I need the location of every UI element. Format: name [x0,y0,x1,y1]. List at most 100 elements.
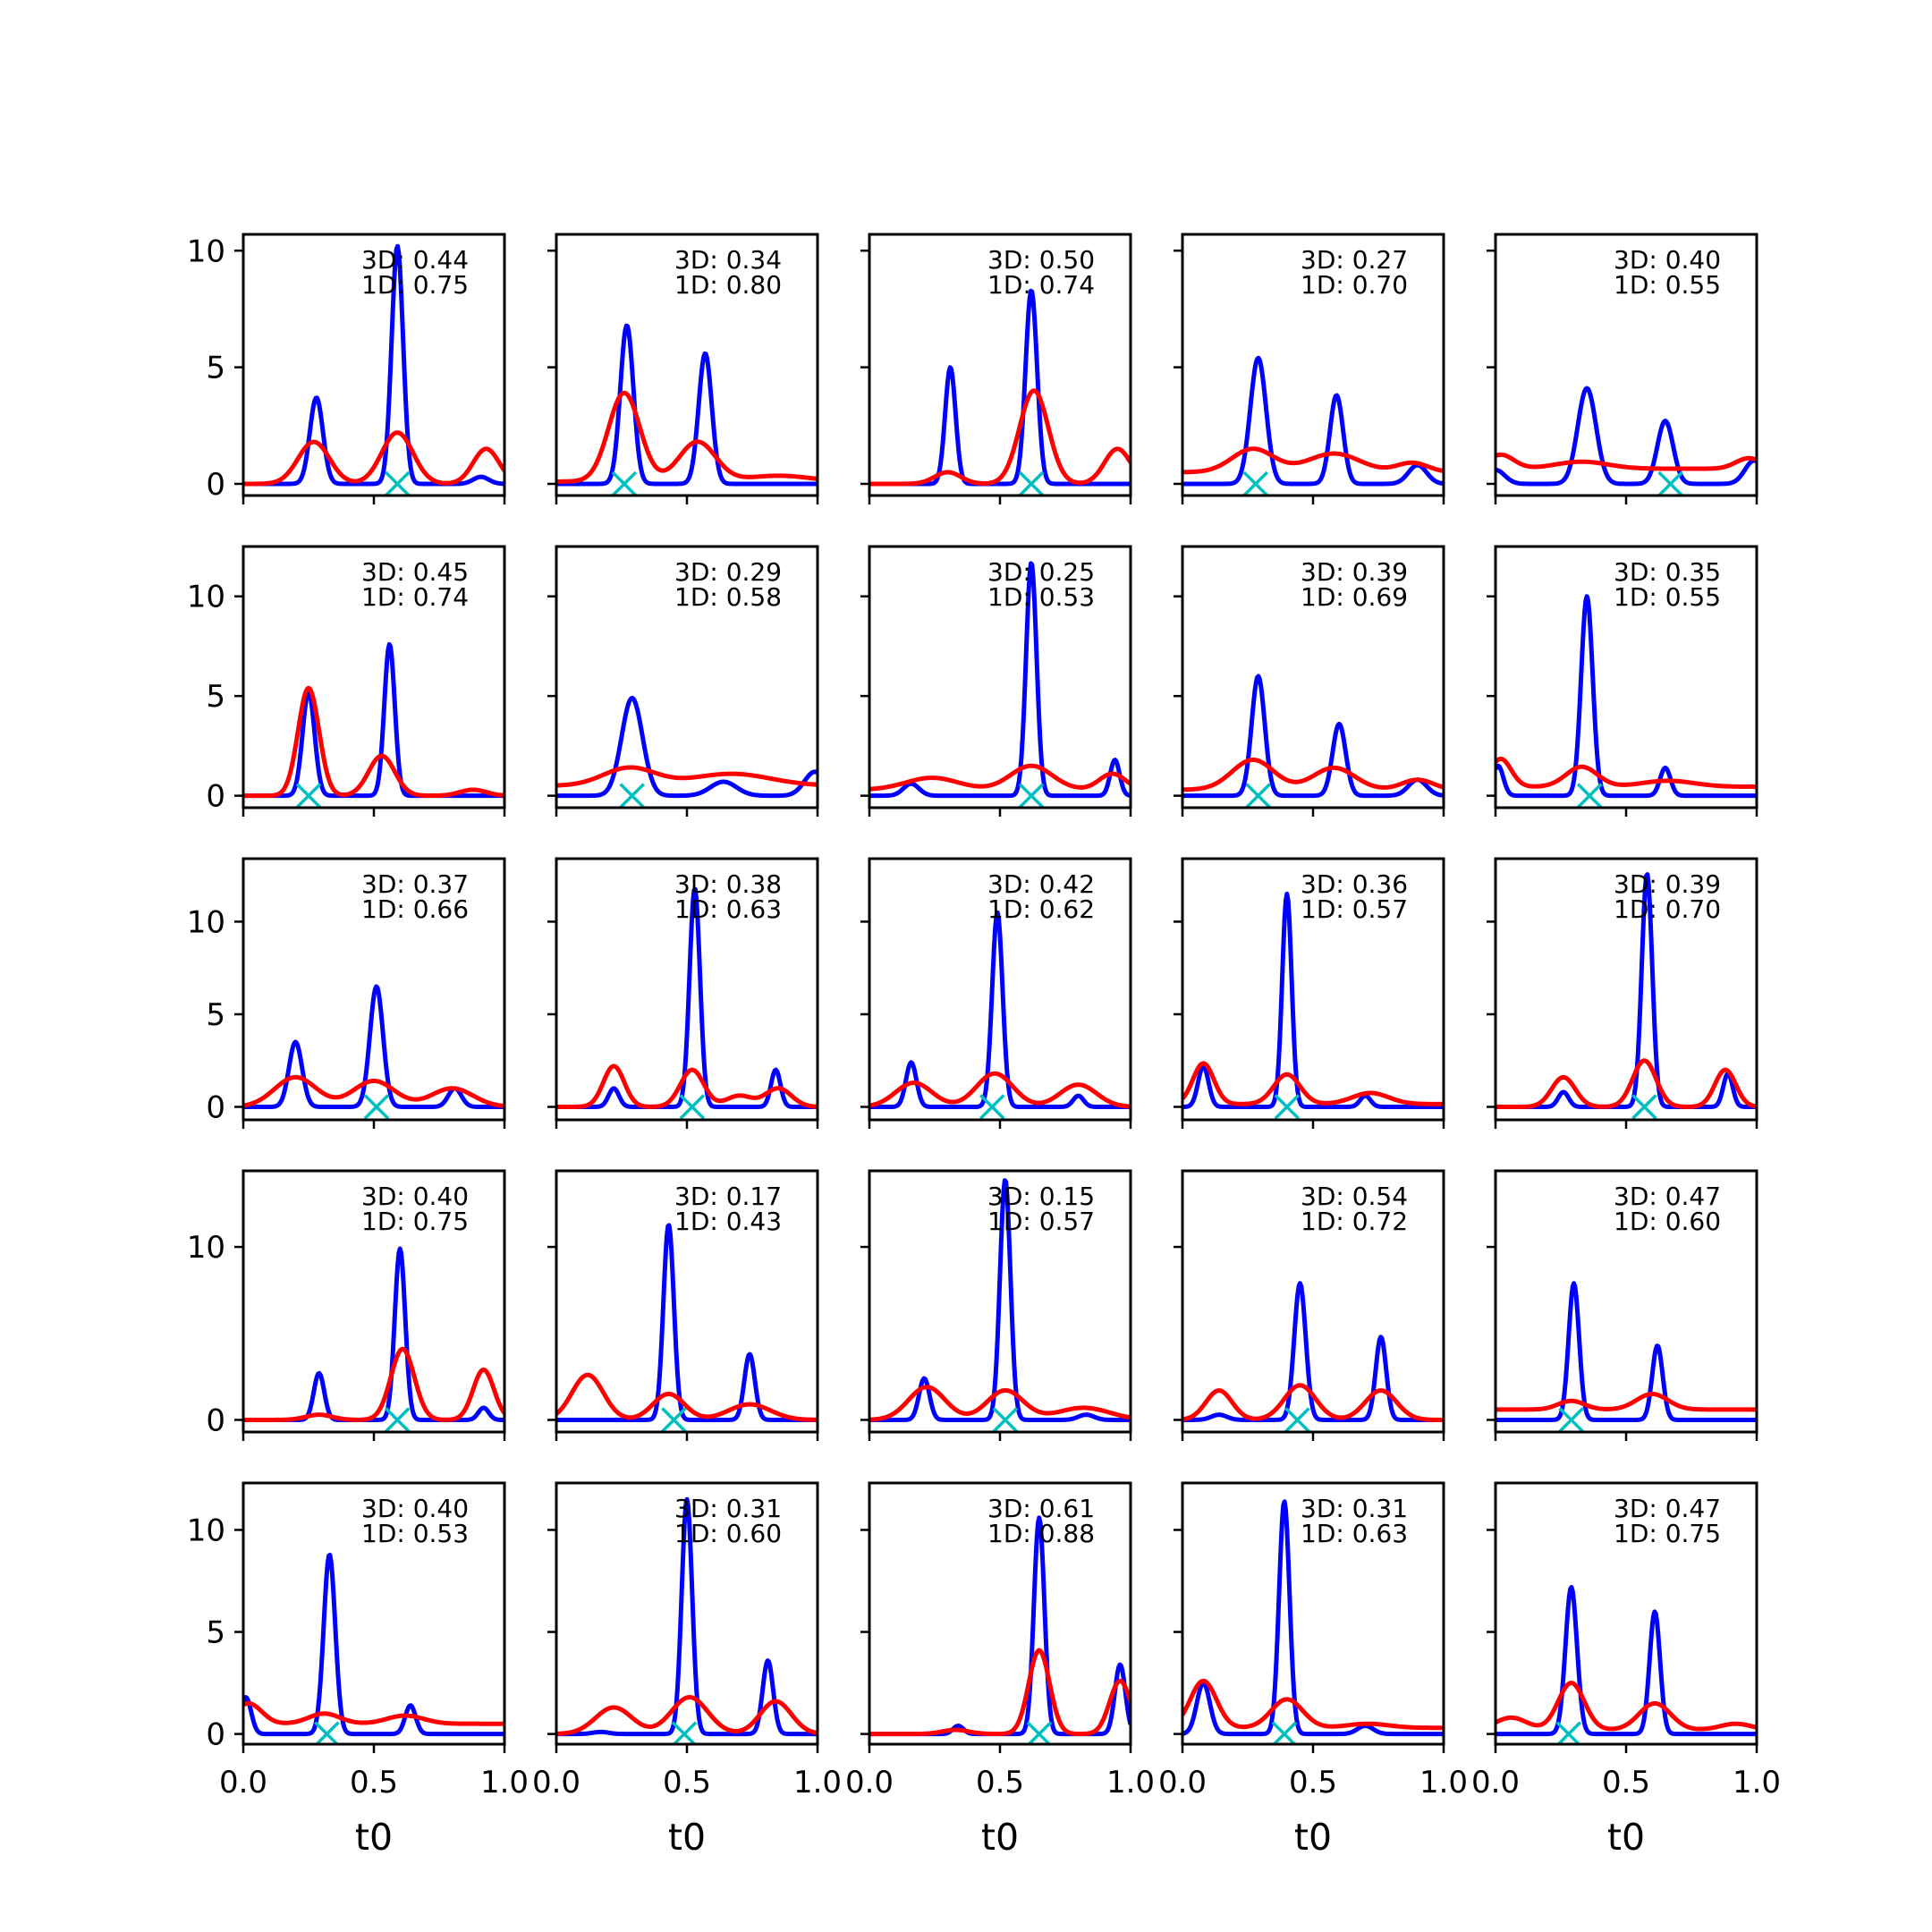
marker-x [1576,783,1603,808]
annotation-3d: 3D: 0.38 [674,869,782,899]
plot-area [869,1515,1131,1744]
plot-area [1182,674,1444,808]
marker-x [385,1407,411,1432]
x-axis-label: t0 [355,1816,393,1859]
x-tick-label: 0.0 [219,1765,267,1801]
series-red-line [243,1074,504,1109]
series-red-line [1496,452,1757,471]
y-tick-label: 10 [187,1513,225,1548]
series-red-line [869,1648,1131,1737]
marker-x [1026,1721,1053,1744]
series-blue-line [1182,891,1444,1109]
annotation-3d: 3D: 0.47 [1614,1182,1721,1211]
annotation-3d: 3D: 0.40 [361,1182,469,1211]
marker-x [314,1721,340,1744]
plot-area [243,243,504,496]
annotation-3d: 3D: 0.36 [1301,869,1408,899]
series-red-line [556,1695,818,1736]
annotation-1d: 1D: 0.63 [1301,1519,1408,1548]
series-red-line [243,430,504,487]
plot-area [869,1178,1131,1432]
annotation-3d: 3D: 0.61 [987,1494,1095,1523]
plot-area [1182,1281,1444,1432]
x-axis-label: t0 [1607,1816,1645,1859]
plot-area [1182,1499,1444,1744]
x-tick-label: 1.0 [1733,1765,1781,1801]
marker-x [979,1094,1005,1120]
y-tick-label: 10 [187,904,225,940]
series-red-line [243,1700,504,1726]
series-red-line [1182,1061,1444,1106]
series-blue-line [1496,594,1757,799]
annotation-1d: 1D: 0.75 [361,1207,469,1236]
marker-x [1271,1721,1298,1744]
marker-x [619,783,645,808]
y-tick-label: 0 [206,1402,225,1438]
annotation-1d: 1D: 0.74 [361,582,469,612]
series-blue-line [1182,355,1444,487]
series-blue-line [556,323,818,487]
series-blue-line [556,886,818,1109]
series-blue-line [1496,1281,1757,1422]
series-red-line [869,1385,1131,1422]
annotation-3d: 3D: 0.29 [674,557,782,587]
annotation-1d: 1D: 0.58 [674,582,782,612]
x-tick-label: 0.0 [1471,1765,1520,1801]
annotation-3d: 3D: 0.47 [1614,1494,1721,1523]
series-red-line [869,1071,1131,1109]
series-red-line [1182,1678,1444,1731]
plot-area [243,1553,504,1744]
annotation-3d: 3D: 0.15 [987,1182,1095,1211]
annotation-1d: 1D: 0.72 [1301,1207,1408,1236]
series-blue-line [243,1553,504,1737]
x-tick-label: 0.5 [350,1765,398,1801]
annotation-1d: 1D: 0.80 [674,270,782,300]
series-blue-line [869,1178,1131,1422]
series-red-line [243,1346,504,1422]
series-red-line [1496,1391,1757,1412]
x-tick-label: 0.0 [1158,1765,1207,1801]
plot-area [1496,872,1757,1120]
series-red-line [556,765,818,788]
marker-x [679,1094,706,1120]
series-blue-line [1496,386,1757,487]
series-red-line [243,685,504,799]
marker-x [1555,1721,1581,1744]
marker-x [611,470,638,496]
series-red-line [556,1063,818,1109]
series-red-line [556,1372,818,1422]
annotation-3d: 3D: 0.42 [987,869,1095,899]
annotation-3d: 3D: 0.50 [987,245,1095,275]
annotation-3d: 3D: 0.40 [361,1494,469,1523]
marker-x [1018,783,1045,808]
series-red-line [1182,758,1444,792]
annotation-1d: 1D: 0.43 [674,1207,782,1236]
y-tick-label: 5 [206,1615,225,1651]
x-tick-label: 0.5 [976,1765,1024,1801]
annotation-1d: 1D: 0.57 [1301,894,1408,924]
series-red-line [556,390,818,484]
y-tick-label: 0 [206,467,225,503]
plot-area [243,641,504,808]
marker-x [1657,470,1683,496]
marker-x [1018,470,1045,496]
series-blue-line [1496,872,1757,1109]
annotation-1d: 1D: 0.53 [987,582,1095,612]
annotation-3d: 3D: 0.34 [674,245,782,275]
annotation-1d: 1D: 0.66 [361,894,469,924]
x-tick-label: 0.5 [1289,1765,1337,1801]
series-red-line [1496,1058,1757,1109]
x-tick-label: 0.5 [1602,1765,1650,1801]
annotation-1d: 1D: 0.75 [1614,1519,1721,1548]
